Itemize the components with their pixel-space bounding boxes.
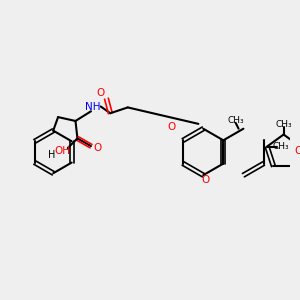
Text: H: H [48, 150, 55, 160]
Text: CH₃: CH₃ [272, 142, 289, 151]
Text: CH₃: CH₃ [227, 116, 244, 125]
Text: OH: OH [54, 146, 70, 156]
Text: O: O [294, 146, 300, 156]
Text: CH₃: CH₃ [275, 120, 292, 129]
Text: O: O [167, 122, 175, 132]
Text: O: O [201, 175, 209, 185]
Text: O: O [97, 88, 105, 98]
Text: NH: NH [85, 102, 101, 112]
Text: O: O [94, 143, 102, 153]
